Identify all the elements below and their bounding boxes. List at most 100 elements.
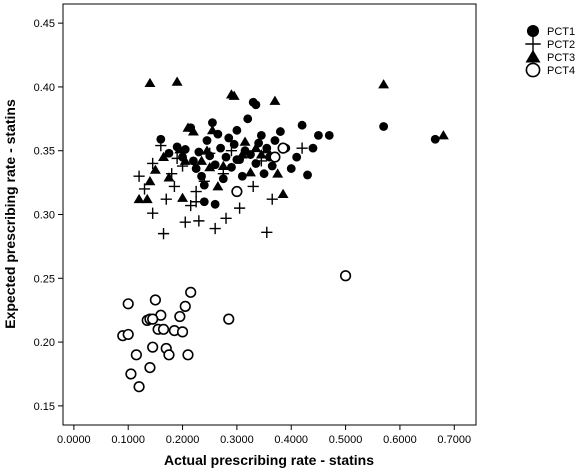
pct1-point bbox=[314, 131, 323, 140]
pct4-point bbox=[277, 142, 289, 154]
pct1-point bbox=[303, 170, 312, 180]
y-tick-label: 0.35 bbox=[34, 146, 55, 158]
pct1-point bbox=[189, 156, 198, 166]
pct3-point bbox=[201, 145, 213, 155]
pct2-point bbox=[220, 212, 232, 224]
legend-marker-pct3 bbox=[525, 49, 541, 63]
pct3-point bbox=[179, 155, 191, 165]
pct1-point bbox=[156, 134, 166, 144]
legend-marker-pct1 bbox=[526, 24, 540, 38]
pct3-point bbox=[177, 192, 189, 202]
pct3-point bbox=[149, 164, 161, 174]
legend-label-pct3: PCT3 bbox=[547, 52, 575, 64]
pct1-point bbox=[210, 160, 220, 170]
pct4-point bbox=[174, 310, 186, 323]
pct4-point bbox=[144, 361, 156, 374]
pct4-point bbox=[147, 313, 159, 325]
pct4-point bbox=[163, 349, 175, 361]
pct3-point bbox=[269, 95, 281, 105]
pct3-point bbox=[196, 155, 208, 165]
pct1-point bbox=[286, 164, 296, 173]
y-tick-label: 0.15 bbox=[34, 401, 55, 413]
pct1-point bbox=[191, 164, 201, 173]
pct4-point bbox=[125, 368, 137, 380]
pct1-point bbox=[208, 118, 217, 128]
x-axis-title: Actual prescribing rate - statins bbox=[164, 452, 374, 468]
legend-label-pct2: PCT2 bbox=[547, 39, 575, 51]
pct1-point bbox=[251, 100, 261, 110]
pct1-point bbox=[210, 199, 220, 209]
pct3-point bbox=[206, 125, 218, 135]
pct1-point bbox=[202, 136, 212, 145]
y-axis-title: Expected prescribing rate - statins bbox=[2, 99, 18, 329]
pct1-point bbox=[430, 134, 440, 144]
pct4-point bbox=[176, 326, 189, 338]
pct1-point bbox=[379, 122, 389, 131]
x-tick-label: 0.1000 bbox=[111, 434, 145, 446]
legend-label-pct4: PCT4 bbox=[547, 65, 575, 77]
legend-label-pct1: PCT1 bbox=[547, 26, 575, 38]
pct4-point bbox=[147, 341, 159, 353]
y-axis: 0.15 0.20 0.25 0.30 0.35 0.40 0.45 bbox=[34, 18, 63, 413]
pct3-point bbox=[272, 168, 284, 178]
pct3-point bbox=[144, 176, 156, 186]
pct3-point bbox=[212, 181, 224, 191]
x-tick-label: 0.5000 bbox=[329, 434, 363, 446]
pct2-point bbox=[133, 170, 145, 182]
pct2-point bbox=[157, 228, 170, 240]
pct4-point bbox=[185, 286, 197, 298]
pct2-point bbox=[234, 202, 246, 214]
pct1-point bbox=[297, 120, 307, 130]
pct2-point bbox=[198, 175, 210, 187]
pct1-point bbox=[224, 133, 234, 143]
pct3-point bbox=[217, 160, 229, 170]
pct3-point bbox=[141, 193, 153, 204]
pct3-point bbox=[174, 144, 186, 154]
y-tick-label: 0.40 bbox=[34, 82, 55, 94]
pct3-point bbox=[158, 151, 169, 162]
pct3-point bbox=[144, 77, 156, 88]
pct3-point bbox=[133, 193, 145, 204]
pct2-point bbox=[193, 215, 205, 227]
pct4-point bbox=[339, 270, 352, 282]
pct4-point bbox=[223, 313, 235, 325]
pct4-point bbox=[182, 349, 194, 361]
pct3-point bbox=[187, 126, 199, 136]
pct1-point bbox=[256, 131, 266, 140]
pct2-point bbox=[147, 207, 159, 219]
pct4-point bbox=[130, 349, 142, 361]
pct3-point bbox=[245, 167, 256, 177]
pct1-point bbox=[216, 143, 225, 153]
x-tick-label: 0.4000 bbox=[274, 434, 308, 446]
pct1-point bbox=[246, 150, 255, 159]
pct1-point bbox=[270, 136, 280, 145]
pct3-point bbox=[378, 79, 390, 89]
pct1-point bbox=[227, 162, 236, 172]
pct3-point bbox=[277, 188, 289, 199]
pct2-point bbox=[147, 157, 159, 170]
pct4-point bbox=[149, 294, 161, 306]
x-axis: 0.0000 0.1000 0.2000 0.3000 0.4000 0.5000 0.60… bbox=[57, 425, 471, 446]
y-tick-label: 0.30 bbox=[34, 210, 55, 222]
pct1-point bbox=[164, 148, 174, 158]
pct1-point bbox=[194, 147, 204, 157]
pct3-point bbox=[228, 90, 240, 100]
pct1-point bbox=[324, 131, 334, 140]
pct2-point bbox=[209, 222, 221, 235]
pct4-point bbox=[122, 328, 134, 341]
pct3-point bbox=[250, 142, 262, 153]
data-points bbox=[117, 76, 449, 393]
pct2-point bbox=[138, 183, 151, 195]
pct1-point bbox=[232, 125, 242, 135]
x-tick-label: 0.7000 bbox=[437, 434, 471, 446]
pct4-point bbox=[269, 151, 281, 163]
pct2-point bbox=[266, 193, 278, 205]
x-tick-label: 0.6000 bbox=[383, 434, 417, 446]
x-tick-label: 0.0000 bbox=[57, 434, 91, 446]
y-tick-label: 0.25 bbox=[34, 273, 55, 285]
pct1-point bbox=[221, 152, 231, 162]
pct2-point bbox=[160, 193, 172, 205]
pct1-point bbox=[259, 169, 269, 179]
